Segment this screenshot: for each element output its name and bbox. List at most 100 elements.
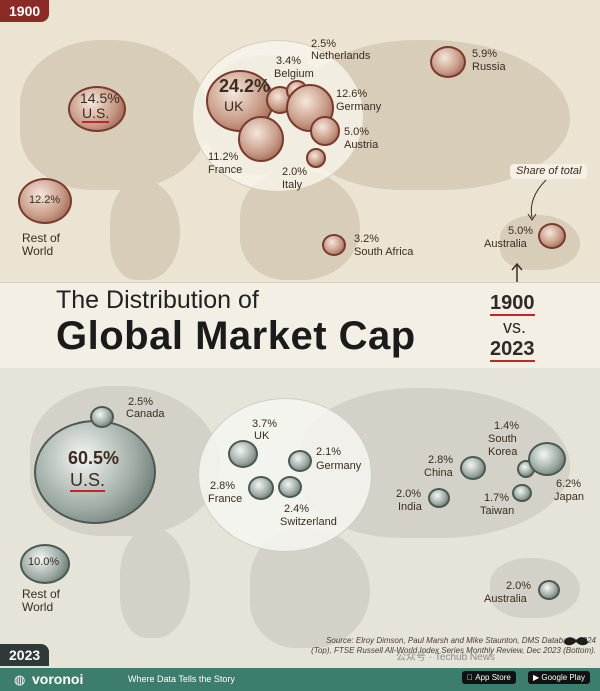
- label-russia-1900-value: 5.9%: [472, 48, 498, 60]
- label-uk-2023-value: 3.7%: [252, 418, 278, 430]
- label-belgium-1900-value: 3.4%: [276, 55, 302, 67]
- title-band: [0, 282, 600, 370]
- bubble-rest-2023: [20, 544, 70, 584]
- label-belgium-1900-country: Belgium: [274, 68, 314, 80]
- label-canada-2023-country: Canada: [126, 408, 165, 420]
- bubble-us-1900: [68, 86, 126, 132]
- label-germany-1900-country: Germany: [336, 101, 382, 113]
- title-line-2: Global Market Cap: [56, 314, 416, 358]
- bubble-switzerland-2023: [278, 476, 302, 498]
- bubble-france-1900: [238, 116, 284, 162]
- label-france-1900-value: 11.2%: [208, 151, 239, 163]
- label-us-1900-country: U.S.: [82, 105, 110, 123]
- voronoi-logo-icon: ◍: [14, 672, 26, 687]
- label-taiwan-2023-country: Taiwan: [480, 505, 515, 517]
- source-line-2: (Top), FTSE Russell All-World Index Seri…: [311, 646, 596, 655]
- bubble-france-2023: [248, 476, 274, 500]
- app-store-badge[interactable]:  App Store: [462, 671, 516, 684]
- label-italy-1900-value: 2.0%: [282, 166, 308, 178]
- label-germany-1900-value: 12.6%: [336, 88, 368, 100]
- label-south-korea-2023-country: South Korea: [488, 433, 518, 458]
- label-us-1900-value: 14.5%: [80, 90, 120, 106]
- label-germany-2023-country: Germany: [316, 460, 362, 472]
- bubble-australia-1900: [538, 223, 566, 249]
- watermark-text: 公众号 · Techub News: [396, 652, 495, 663]
- label-france-2023-value: 2.8%: [210, 480, 236, 492]
- label-rest-2023-value: 10.0%: [28, 556, 60, 568]
- label-us-2023-country: U.S.: [70, 470, 106, 492]
- brand-name: voronoi: [32, 671, 84, 687]
- bubble-us-2023: [34, 420, 156, 524]
- year-tag-1900: 1900: [0, 0, 50, 22]
- label-switzerland-2023-country: Switzerland: [280, 516, 337, 528]
- bubble-uk-2023: [228, 440, 258, 468]
- label-austria-1900-value: 5.0%: [344, 126, 370, 138]
- bubble-china-2023: [460, 456, 486, 480]
- bubble-india-2023: [428, 488, 450, 508]
- label-france-2023-country: France: [208, 493, 243, 505]
- apple-icon: : [467, 673, 475, 682]
- label-rest-1900-value: 12.2%: [29, 194, 61, 206]
- label-australia-1900-value: 5.0%: [508, 225, 534, 237]
- label-rest-2023-country: Rest of World: [22, 587, 61, 614]
- map-1900: [0, 0, 600, 282]
- bubble-canada-2023: [90, 406, 114, 428]
- bubble-germany-2023: [288, 450, 312, 472]
- label-australia-2023-value: 2.0%: [506, 580, 532, 592]
- app-store-label: App Store: [467, 673, 511, 682]
- landmass-australia: [490, 558, 580, 618]
- year-2023-label: 2023: [490, 338, 535, 362]
- label-germany-2023-value: 2.1%: [316, 446, 342, 458]
- bubble-japan-2023: [528, 442, 566, 476]
- label-switzerland-2023-value: 2.4%: [284, 503, 310, 515]
- label-australia-2023-country: Australia: [484, 593, 527, 605]
- label-italy-1900-country: Italy: [282, 179, 303, 191]
- label-japan-2023-country: Japan: [554, 491, 584, 503]
- label-india-2023-value: 2.0%: [396, 488, 422, 500]
- label-netherlands-1900-country: Netherlands: [311, 50, 371, 62]
- year-1900-label: 1900: [490, 292, 535, 316]
- label-russia-1900-country: Russia: [472, 61, 506, 73]
- bubble-taiwan-2023: [512, 484, 532, 502]
- title-line-1: The Distribution of: [56, 286, 259, 314]
- callout-arrow: [527, 179, 547, 221]
- landmass-south-america: [120, 528, 190, 638]
- google-play-label: Google Play: [541, 673, 585, 682]
- label-china-2023-value: 2.8%: [428, 454, 454, 466]
- label-japan-2023-value: 6.2%: [556, 478, 582, 490]
- label-south-africa-1900-country: South Africa: [354, 246, 414, 258]
- label-france-1900-country: France: [208, 164, 243, 176]
- label-netherlands-1900-value: 2.5%: [311, 38, 337, 50]
- share-of-total-callout: Share of total: [510, 164, 588, 179]
- bubble-south-africa-1900: [322, 234, 346, 256]
- label-uk-1900-country: UK: [224, 98, 244, 114]
- bubble-italy-1900: [306, 148, 326, 168]
- label-taiwan-2023-value: 1.7%: [484, 492, 510, 504]
- label-canada-2023-value: 2.5%: [128, 396, 154, 408]
- landmass-south-america: [110, 180, 180, 280]
- europe-inset: [198, 398, 372, 552]
- brand-tagline: Where Data Tells the Story: [128, 674, 235, 684]
- label-india-2023-country: India: [398, 501, 422, 513]
- footer-bar: ◍ voronoi Where Data Tells the Story 公众号…: [0, 652, 600, 691]
- label-austria-1900-country: Austria: [344, 139, 379, 151]
- play-icon: ▶: [533, 673, 542, 682]
- label-uk-2023-country: UK: [254, 430, 270, 442]
- google-play-badge[interactable]: ▶ Google Play: [528, 671, 590, 684]
- mustache-logo-icon: [564, 637, 588, 646]
- label-south-korea-2023-value: 1.4%: [494, 420, 520, 432]
- label-south-africa-1900-value: 3.2%: [354, 233, 380, 245]
- label-australia-1900-country: Australia: [484, 238, 527, 250]
- bubble-austria-1900: [310, 116, 340, 146]
- bubble-rest-1900: [18, 178, 72, 224]
- bubble-australia-2023: [538, 580, 560, 600]
- label-rest-1900-country: Rest of World: [22, 231, 61, 258]
- label-china-2023-country: China: [424, 467, 453, 479]
- year-tag-2023: 2023: [0, 644, 50, 666]
- arrow-up-icon: [511, 262, 523, 282]
- source-line-1: Source: Elroy Dimson, Paul Marsh and Mik…: [326, 636, 596, 645]
- label-us-2023-value: 60.5%: [68, 448, 120, 468]
- source-note: Source: Elroy Dimson, Paul Marsh and Mik…: [236, 636, 596, 656]
- bubble-russia-1900: [430, 46, 466, 78]
